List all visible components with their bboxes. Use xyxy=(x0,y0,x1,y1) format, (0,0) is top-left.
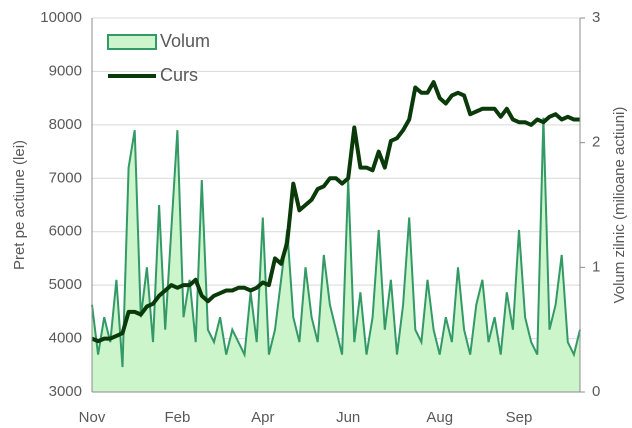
legend-label: Curs xyxy=(160,65,198,85)
y-tick-label: 3000 xyxy=(49,383,82,400)
y2-tick-label: 1 xyxy=(592,258,600,275)
x-tick-label: Aug xyxy=(426,409,453,426)
y-tick-label: 9000 xyxy=(49,62,82,79)
y-tick-label: 6000 xyxy=(49,223,82,240)
y-tick-label: 10000 xyxy=(40,9,82,26)
x-tick-label: Feb xyxy=(164,409,190,426)
x-tick-label: Sep xyxy=(506,409,533,426)
legend-label: Volum xyxy=(160,31,210,51)
y2-tick-label: 2 xyxy=(592,134,600,151)
y-tick-label: 5000 xyxy=(49,276,82,293)
x-tick-label: Jun xyxy=(336,409,360,426)
y2-tick-label: 3 xyxy=(592,9,600,26)
x-tick-label: Nov xyxy=(79,409,106,426)
y2-axis-title: Volum zilnic (milioane actiuni) xyxy=(611,107,628,304)
legend-swatch xyxy=(107,34,157,50)
price-line xyxy=(91,80,580,344)
y-axis-title: Pret pe actiune (lei) xyxy=(11,140,28,270)
y-tick-label: 7000 xyxy=(49,169,82,186)
y-tick-label: 8000 xyxy=(49,116,82,133)
y2-tick-label: 0 xyxy=(592,383,600,400)
y-tick-label: 4000 xyxy=(49,330,82,347)
volume-area xyxy=(92,117,580,392)
x-tick-label: Apr xyxy=(251,409,274,426)
volume-line xyxy=(91,117,581,368)
